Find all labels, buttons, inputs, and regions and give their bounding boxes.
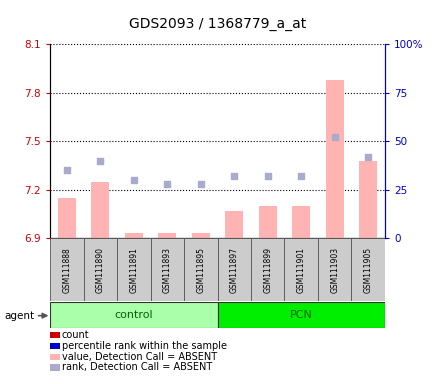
Text: GSM111899: GSM111899 bbox=[263, 247, 272, 293]
Text: PCN: PCN bbox=[289, 310, 312, 320]
Bar bbox=[258, 206, 276, 238]
Point bbox=[230, 173, 237, 179]
Text: GSM111897: GSM111897 bbox=[229, 247, 238, 293]
Bar bbox=[358, 161, 377, 238]
Point bbox=[364, 154, 371, 160]
Text: count: count bbox=[62, 330, 89, 340]
Bar bbox=[50, 238, 83, 301]
Point bbox=[331, 134, 338, 140]
Text: GSM111905: GSM111905 bbox=[363, 247, 372, 293]
Bar bbox=[184, 238, 217, 301]
Bar bbox=[50, 302, 217, 328]
Text: GDS2093 / 1368779_a_at: GDS2093 / 1368779_a_at bbox=[128, 17, 306, 31]
Bar bbox=[217, 238, 250, 301]
Text: agent: agent bbox=[4, 311, 34, 321]
Text: GSM111890: GSM111890 bbox=[95, 247, 105, 293]
Text: GSM111893: GSM111893 bbox=[162, 247, 171, 293]
Point bbox=[297, 173, 304, 179]
Bar bbox=[158, 233, 176, 238]
Point bbox=[197, 181, 204, 187]
Bar bbox=[325, 80, 343, 238]
Text: percentile rank within the sample: percentile rank within the sample bbox=[62, 341, 226, 351]
Bar bbox=[191, 233, 210, 238]
Point bbox=[63, 167, 70, 173]
Bar bbox=[57, 198, 76, 238]
Text: GSM111895: GSM111895 bbox=[196, 247, 205, 293]
Text: GSM111901: GSM111901 bbox=[296, 247, 305, 293]
Bar bbox=[83, 238, 117, 301]
Bar bbox=[50, 332, 59, 338]
Bar bbox=[91, 182, 109, 238]
Bar bbox=[351, 238, 384, 301]
Bar bbox=[150, 238, 184, 301]
Bar bbox=[224, 210, 243, 238]
Bar bbox=[317, 238, 351, 301]
Text: rank, Detection Call = ABSENT: rank, Detection Call = ABSENT bbox=[62, 362, 211, 372]
Text: value, Detection Call = ABSENT: value, Detection Call = ABSENT bbox=[62, 352, 217, 362]
Text: GSM111888: GSM111888 bbox=[62, 247, 71, 293]
Bar bbox=[291, 206, 310, 238]
Bar bbox=[250, 238, 284, 301]
Bar bbox=[124, 233, 143, 238]
Bar bbox=[217, 302, 384, 328]
Bar bbox=[50, 354, 59, 360]
Text: control: control bbox=[114, 310, 153, 320]
Text: GSM111891: GSM111891 bbox=[129, 247, 138, 293]
Point bbox=[164, 181, 171, 187]
Bar bbox=[50, 364, 59, 371]
Bar bbox=[117, 238, 150, 301]
Point bbox=[130, 177, 137, 183]
Bar bbox=[284, 238, 317, 301]
Text: GSM111903: GSM111903 bbox=[329, 247, 339, 293]
Point bbox=[97, 157, 104, 164]
Point bbox=[264, 173, 271, 179]
Bar bbox=[50, 343, 59, 349]
